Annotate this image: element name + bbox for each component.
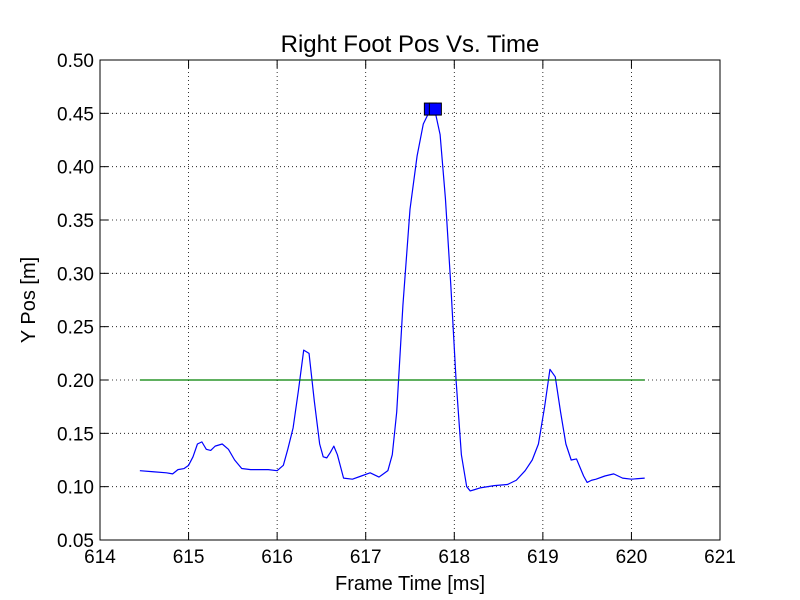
markers-layer: [423, 102, 442, 116]
tick-labels: 614 615 616 617 618 619 620 621 0.05 0.10 0.15 0.20…: [57, 51, 736, 568]
y-tick-label: 0.40: [57, 158, 94, 179]
y-tick-label: 0.30: [57, 264, 94, 285]
x-tick-label: 616: [261, 547, 293, 568]
chart-title: Right Foot Pos Vs. Time: [281, 31, 540, 58]
peak-marker: [428, 102, 442, 116]
x-tick-label: 620: [616, 547, 648, 568]
y-tick-label: 0.05: [57, 531, 94, 552]
y-tick-label: 0.15: [57, 424, 94, 445]
x-tick-label: 615: [173, 547, 205, 568]
y-tick-label: 0.50: [57, 51, 94, 72]
x-axis-label: Frame Time [ms]: [335, 573, 485, 595]
ticks: [99, 59, 721, 541]
x-tick-label: 617: [350, 547, 382, 568]
y-tick-label: 0.45: [57, 104, 94, 125]
y-tick-label: 0.35: [57, 211, 94, 232]
x-tick-label: 619: [527, 547, 559, 568]
x-tick-label: 618: [438, 547, 470, 568]
plot-frame: [99, 59, 721, 541]
series-line-foot-pos: [139, 109, 645, 492]
y-axis-label: Y Pos [m]: [18, 257, 40, 343]
x-tick-label: 621: [704, 547, 736, 568]
series-layer: [139, 109, 645, 492]
x-tick-label: 614: [84, 547, 116, 568]
y-tick-label: 0.20: [57, 371, 94, 392]
y-tick-label: 0.10: [57, 478, 94, 499]
y-tick-label: 0.25: [57, 318, 94, 339]
